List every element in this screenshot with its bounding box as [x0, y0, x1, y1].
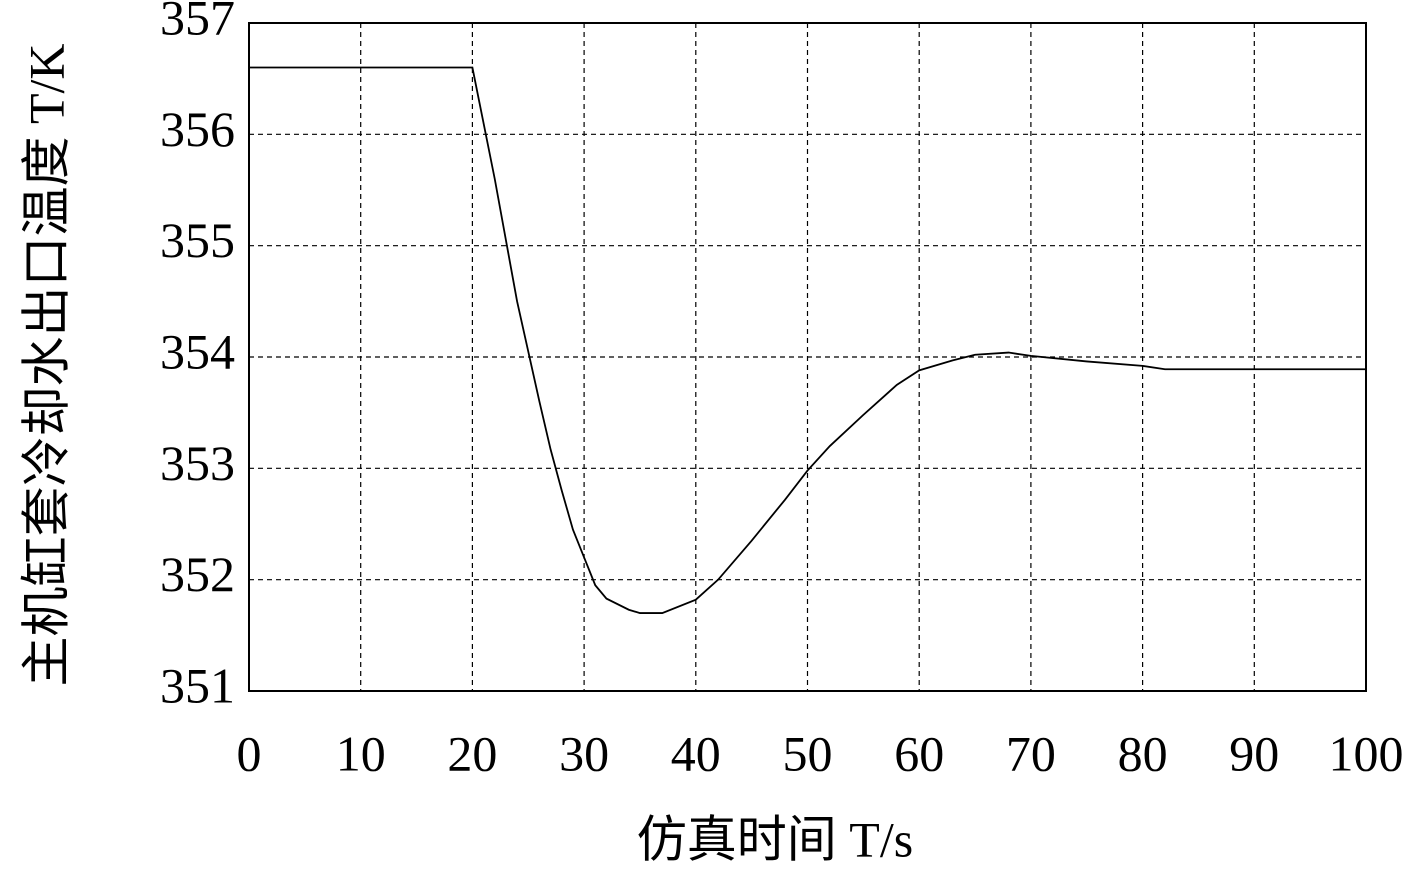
- x-tick-label: 50: [783, 725, 833, 781]
- x-tick-label: 40: [671, 725, 721, 781]
- x-axis-title: 仿真时间 T/s: [637, 811, 913, 867]
- y-tick-label: 353: [160, 435, 235, 491]
- x-tick-label: 30: [559, 725, 609, 781]
- x-tick-label: 20: [447, 725, 497, 781]
- plot-frame: [248, 22, 1367, 692]
- x-tick-label: 60: [894, 725, 944, 781]
- data-line: [249, 66, 1366, 614]
- x-tick-label: 100: [1329, 725, 1404, 781]
- x-tick-label: 70: [1006, 725, 1056, 781]
- x-tick-label: 0: [237, 725, 262, 781]
- x-tick-label: 10: [336, 725, 386, 781]
- y-axis-title: 主机缸套冷却水出口温度 T/K: [18, 43, 74, 686]
- x-tick-label: 90: [1229, 725, 1279, 781]
- y-tick-label: 357: [160, 0, 235, 45]
- y-tick-label: 354: [160, 323, 235, 379]
- y-tick-label: 351: [160, 657, 235, 713]
- x-tick-label: 80: [1118, 725, 1168, 781]
- y-tick-label: 356: [160, 101, 235, 157]
- y-tick-label: 352: [160, 546, 235, 602]
- y-tick-label: 355: [160, 212, 235, 268]
